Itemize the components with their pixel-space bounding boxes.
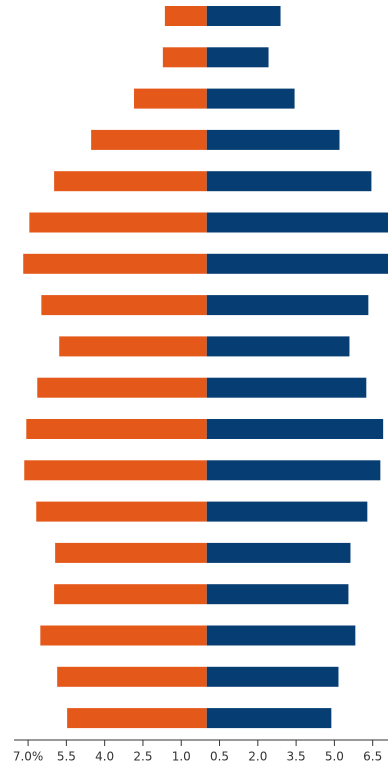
bar [206, 47, 269, 68]
bar [91, 129, 207, 150]
bar [206, 460, 381, 481]
bar [55, 542, 207, 563]
bar [206, 212, 388, 233]
bar [40, 625, 207, 646]
bar [206, 419, 384, 439]
bar [54, 584, 207, 605]
x-tick-label: 6.5 [363, 750, 382, 764]
bar [23, 253, 207, 274]
bar [206, 253, 388, 274]
bar [37, 377, 207, 398]
x-tick-label: 2.0 [248, 750, 267, 764]
bar [57, 666, 207, 687]
bar [54, 171, 207, 192]
bar [67, 708, 207, 729]
bar [59, 336, 207, 357]
x-tick-label: 5.5 [57, 750, 76, 764]
bar [41, 295, 207, 316]
bar [206, 708, 332, 729]
x-tick-label: 3.5 [287, 750, 306, 764]
bar [36, 501, 207, 522]
x-tick-label: 5.0 [325, 750, 344, 764]
bar [206, 666, 339, 687]
x-tick-label: 2.5 [133, 750, 152, 764]
x-tick-label: 4.0 [95, 750, 114, 764]
x-tick-label: 0.5 [210, 750, 229, 764]
bar [206, 295, 369, 316]
bar [206, 336, 350, 357]
bar [206, 88, 295, 109]
x-tick-label: 7.0% [13, 750, 44, 764]
bar [206, 584, 349, 605]
bar [29, 212, 207, 233]
bar [162, 47, 207, 68]
bar [24, 460, 207, 481]
bar [206, 377, 367, 398]
bar [206, 6, 281, 26]
bar [26, 419, 207, 439]
bar [206, 129, 340, 150]
bar [206, 171, 372, 192]
x-tick-label: 1.0 [172, 750, 191, 764]
bar [164, 6, 207, 26]
bar [206, 542, 351, 563]
bar [206, 501, 368, 522]
bar [206, 625, 356, 646]
bar [134, 88, 207, 109]
